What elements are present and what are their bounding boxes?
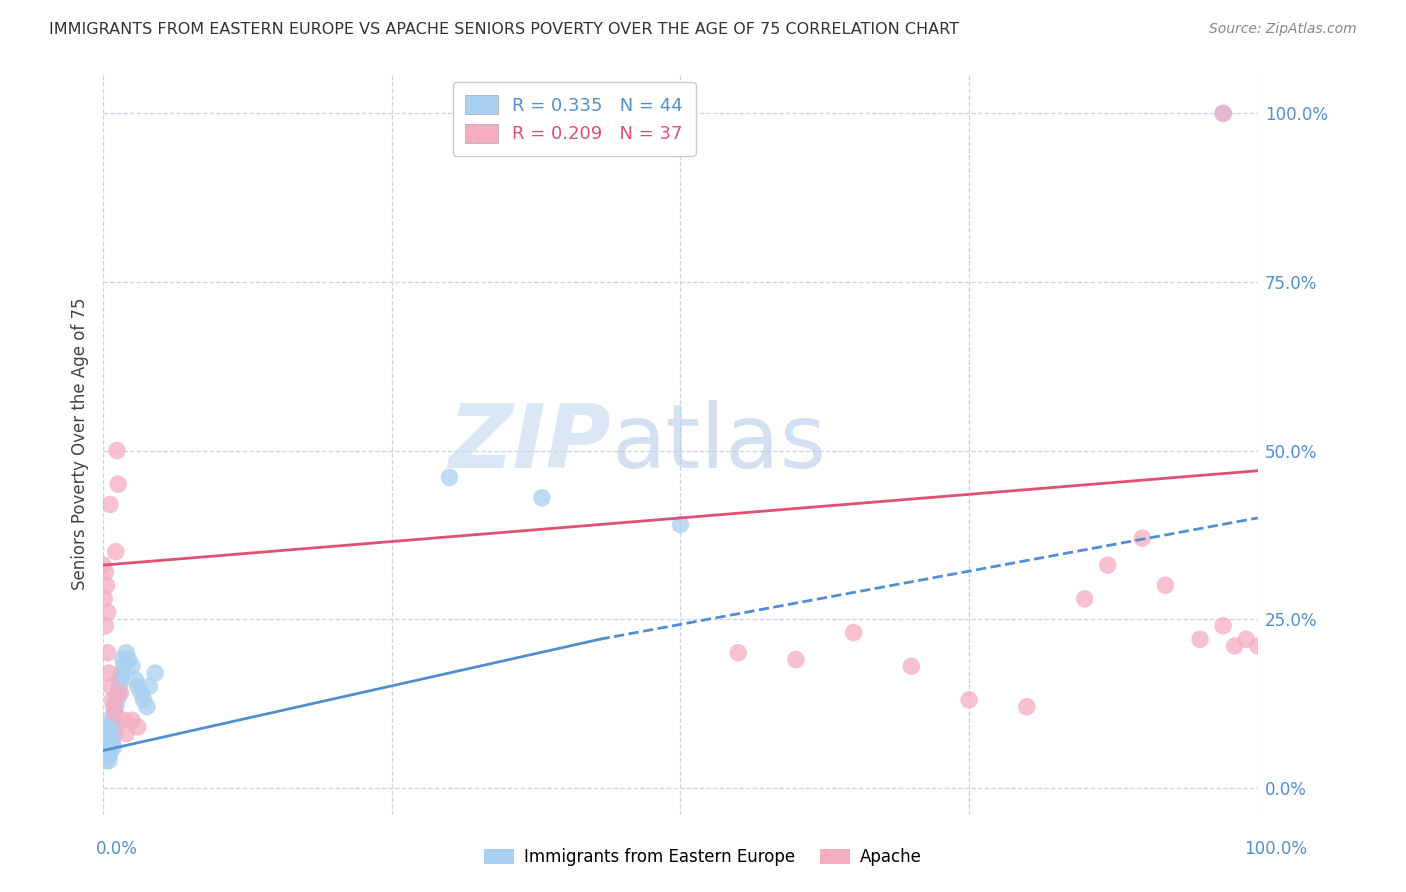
Point — [97, 740, 120, 755]
Point — [97, 646, 120, 660]
Point — [115, 726, 138, 740]
Point — [101, 693, 124, 707]
Point — [900, 659, 922, 673]
Point — [94, 619, 117, 633]
Point — [97, 720, 120, 734]
Point — [100, 740, 122, 755]
Point — [1015, 699, 1038, 714]
Point — [94, 565, 117, 579]
Point — [1154, 578, 1177, 592]
Point — [669, 517, 692, 532]
Text: atlas: atlas — [612, 401, 827, 487]
Point — [121, 659, 143, 673]
Point — [97, 713, 120, 727]
Point — [1247, 639, 1270, 653]
Point — [91, 558, 114, 573]
Point — [530, 491, 553, 505]
Text: Source: ZipAtlas.com: Source: ZipAtlas.com — [1209, 22, 1357, 37]
Point — [121, 713, 143, 727]
Point — [93, 740, 115, 755]
Point — [110, 665, 132, 680]
Point — [103, 713, 125, 727]
Point — [842, 625, 865, 640]
Point — [110, 673, 132, 687]
Point — [97, 747, 120, 761]
Point — [127, 720, 149, 734]
Point — [727, 646, 749, 660]
Point — [104, 713, 127, 727]
Point — [103, 699, 125, 714]
Point — [98, 747, 121, 761]
Point — [98, 498, 121, 512]
Point — [439, 470, 461, 484]
Text: IMMIGRANTS FROM EASTERN EUROPE VS APACHE SENIORS POVERTY OVER THE AGE OF 75 CORR: IMMIGRANTS FROM EASTERN EUROPE VS APACHE… — [49, 22, 959, 37]
Point — [1097, 558, 1119, 573]
Point — [132, 693, 155, 707]
Point — [124, 673, 146, 687]
Point — [101, 733, 124, 747]
Point — [111, 652, 134, 666]
Point — [108, 680, 131, 694]
Point — [115, 646, 138, 660]
Point — [98, 733, 121, 747]
Point — [1212, 106, 1234, 120]
Point — [1073, 591, 1095, 606]
Text: 0.0%: 0.0% — [96, 840, 138, 858]
Point — [136, 699, 159, 714]
Point — [117, 652, 139, 666]
Point — [94, 754, 117, 768]
Point — [100, 680, 122, 694]
Point — [97, 754, 120, 768]
Point — [104, 699, 127, 714]
Point — [107, 686, 129, 700]
Point — [96, 726, 118, 740]
Point — [1130, 531, 1153, 545]
Y-axis label: Seniors Poverty Over the Age of 75: Seniors Poverty Over the Age of 75 — [72, 298, 89, 590]
Point — [105, 693, 128, 707]
Point — [1212, 106, 1234, 120]
Text: 100.0%: 100.0% — [1244, 840, 1308, 858]
Point — [100, 726, 122, 740]
Point — [93, 591, 115, 606]
Point — [138, 680, 160, 694]
Point — [143, 665, 166, 680]
Point — [104, 726, 127, 740]
Point — [110, 686, 132, 700]
Text: ZIP: ZIP — [449, 401, 612, 487]
Point — [105, 443, 128, 458]
Point — [127, 680, 149, 694]
Point — [1212, 619, 1234, 633]
Point — [129, 686, 152, 700]
Point — [957, 693, 980, 707]
Point — [1189, 632, 1212, 647]
Legend: R = 0.335   N = 44, R = 0.209   N = 37: R = 0.335 N = 44, R = 0.209 N = 37 — [453, 82, 696, 156]
Point — [1223, 639, 1246, 653]
Point — [93, 747, 115, 761]
Legend: Immigrants from Eastern Europe, Apache: Immigrants from Eastern Europe, Apache — [477, 842, 929, 873]
Point — [94, 733, 117, 747]
Point — [785, 652, 807, 666]
Point — [97, 605, 120, 619]
Point — [96, 740, 118, 755]
Point — [112, 713, 135, 727]
Point — [1234, 632, 1257, 647]
Point — [96, 578, 118, 592]
Point — [97, 665, 120, 680]
Point — [101, 720, 124, 734]
Point — [104, 706, 127, 721]
Point — [104, 706, 127, 721]
Point — [112, 659, 135, 673]
Point — [103, 740, 125, 755]
Point — [107, 477, 129, 491]
Point — [104, 544, 127, 558]
